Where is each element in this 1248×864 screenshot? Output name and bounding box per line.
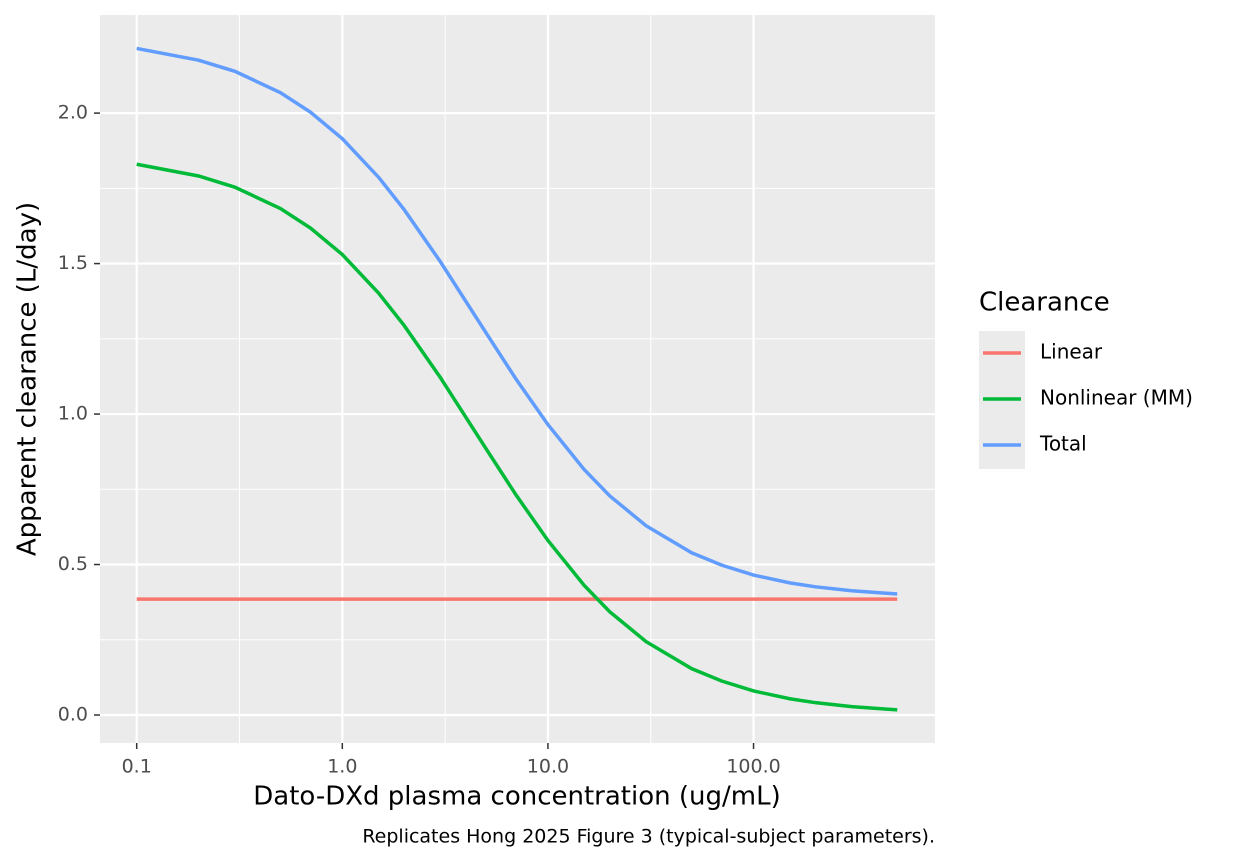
y-tick-label: 1.5 bbox=[58, 252, 88, 274]
series-line bbox=[136, 46, 898, 596]
legend-label: Linear bbox=[1040, 340, 1103, 364]
y-tick-label: 1.0 bbox=[58, 403, 88, 425]
y-tick-label: 2.0 bbox=[58, 102, 88, 124]
x-tick-label: 100.0 bbox=[726, 756, 780, 778]
y-tick-label: 0.5 bbox=[58, 553, 88, 575]
legend-label: Total bbox=[1039, 432, 1087, 456]
caption: Replicates Hong 2025 Figure 3 (typical-s… bbox=[362, 826, 935, 848]
y-tick-label: 0.0 bbox=[58, 704, 88, 726]
legend-title: Clearance bbox=[979, 288, 1110, 318]
x-axis-title: Dato-DXd plasma concentration (ug/mL) bbox=[253, 782, 780, 812]
series-line bbox=[136, 162, 898, 712]
legend-label: Nonlinear (MM) bbox=[1040, 386, 1193, 410]
y-axis-title: Apparent clearance (L/day) bbox=[13, 202, 43, 556]
x-tick-label: 0.1 bbox=[122, 756, 152, 778]
x-tick-label: 1.0 bbox=[327, 756, 357, 778]
x-tick-label: 10.0 bbox=[527, 756, 569, 778]
